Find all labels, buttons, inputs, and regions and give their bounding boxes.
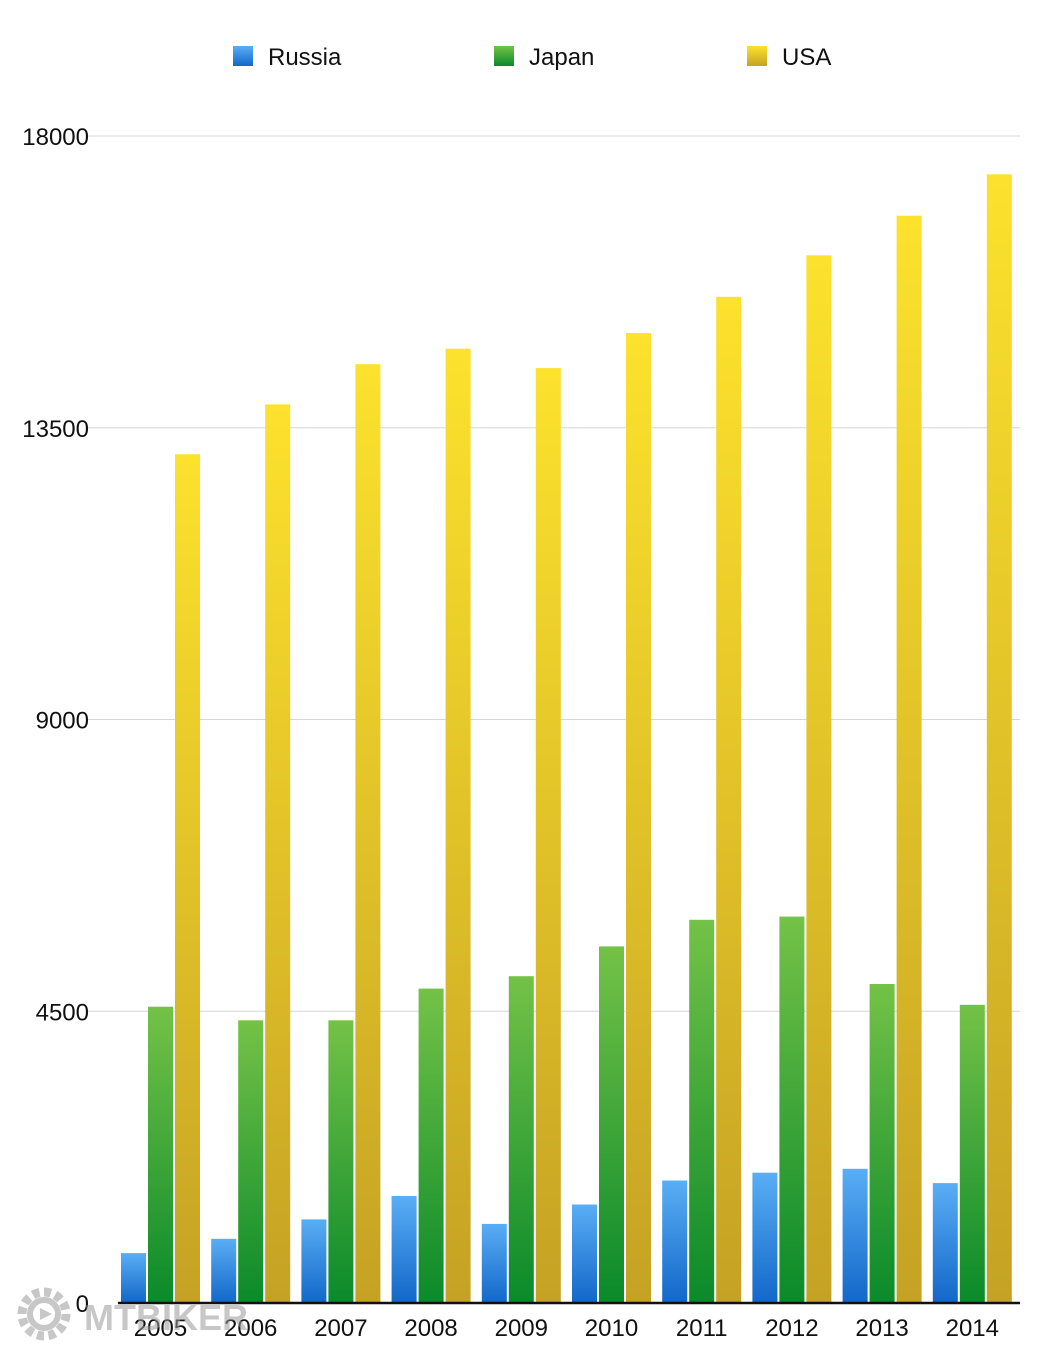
bar-group-2009: [481, 368, 561, 1304]
bar-russia-2010: [572, 1204, 597, 1303]
legend-item-russia: Russia: [233, 44, 342, 71]
bar-russia-2014: [932, 1183, 958, 1303]
x-tick-label: 2013: [855, 1315, 908, 1342]
bar-russia-2006: [211, 1238, 237, 1303]
legend: Russia Japan USA: [233, 44, 831, 71]
bar-japan-2006: [238, 1020, 264, 1303]
bar-japan-2007: [328, 1020, 354, 1303]
bar-russia-2013: [842, 1168, 868, 1303]
bar-usa-2010: [626, 333, 651, 1304]
legend-swatch: [747, 46, 767, 66]
bar-group-2014: [932, 174, 1012, 1303]
y-tick-label: 18000: [22, 124, 89, 151]
bar-japan-2009: [508, 976, 534, 1303]
x-tick-label: 2005: [134, 1315, 187, 1342]
legend-label: Russia: [268, 44, 342, 71]
watermark-text: MTBIKER: [84, 1297, 248, 1338]
bar-usa-2013: [896, 215, 922, 1304]
x-tick-label: 2010: [585, 1315, 638, 1342]
bar-russia-2009: [481, 1223, 507, 1303]
bar-japan-2013: [869, 984, 895, 1303]
x-tick-label: 2011: [676, 1315, 728, 1342]
x-tick-label: 2006: [224, 1315, 277, 1342]
legend-item-usa: USA: [747, 44, 831, 71]
bar-group-2007: [301, 364, 381, 1303]
x-tick-label: 2009: [495, 1315, 548, 1342]
x-axis-ticks: 2005 2006 2007 2008 2009 2010 2011 2012 2013 2014: [134, 1315, 999, 1342]
x-tick-label: 2008: [404, 1315, 457, 1342]
y-tick-label: 4500: [36, 999, 89, 1026]
bar-group-2008: [391, 348, 471, 1303]
y-tick-label: 13500: [22, 416, 89, 443]
watermark: MTBIKER: [17, 1287, 248, 1341]
bar-russia-2012: [752, 1172, 778, 1303]
bar-group-2006: [211, 404, 291, 1303]
gear-logo-icon: [17, 1287, 71, 1341]
bar-japan-2011: [689, 919, 715, 1303]
bar-japan-2014: [959, 1004, 985, 1303]
bar-japan-2010: [599, 946, 624, 1303]
bar-usa-2006: [265, 404, 291, 1303]
legend-label: USA: [782, 44, 831, 71]
y-tick-label: 0: [76, 1291, 89, 1318]
x-tick-label: 2012: [765, 1315, 818, 1342]
bar-russia-2007: [301, 1219, 327, 1303]
bar-russia-2005: [121, 1253, 146, 1303]
bar-group-2011: [662, 296, 742, 1303]
bar-usa-2012: [806, 255, 832, 1303]
x-tick-label: 2014: [946, 1315, 999, 1342]
legend-item-japan: Japan: [494, 44, 594, 71]
bar-russia-2008: [391, 1196, 417, 1303]
bar-usa-2007: [355, 364, 381, 1303]
bar-japan-2005: [148, 1006, 173, 1303]
bar-usa-2005: [175, 454, 200, 1303]
x-tick-label: 2007: [314, 1315, 367, 1342]
legend-swatch: [494, 46, 514, 66]
bar-japan-2008: [418, 988, 444, 1303]
bar-japan-2012: [779, 916, 805, 1303]
bar-usa-2009: [535, 368, 561, 1304]
legend-label: Japan: [529, 44, 594, 71]
y-tick-label: 9000: [36, 708, 89, 735]
bar-usa-2011: [716, 296, 742, 1303]
bars: [121, 174, 1012, 1304]
bar-group-2010: [572, 333, 651, 1304]
bar-russia-2011: [662, 1180, 688, 1303]
bar-usa-2014: [986, 174, 1012, 1303]
legend-swatch: [233, 46, 253, 66]
y-axis-ticks: 0 4500 9000 13500 18000: [22, 124, 89, 1318]
bar-group-2005: [121, 454, 200, 1303]
bar-group-2013: [842, 215, 922, 1304]
bar-usa-2008: [445, 348, 471, 1303]
bar-group-2012: [752, 255, 832, 1303]
